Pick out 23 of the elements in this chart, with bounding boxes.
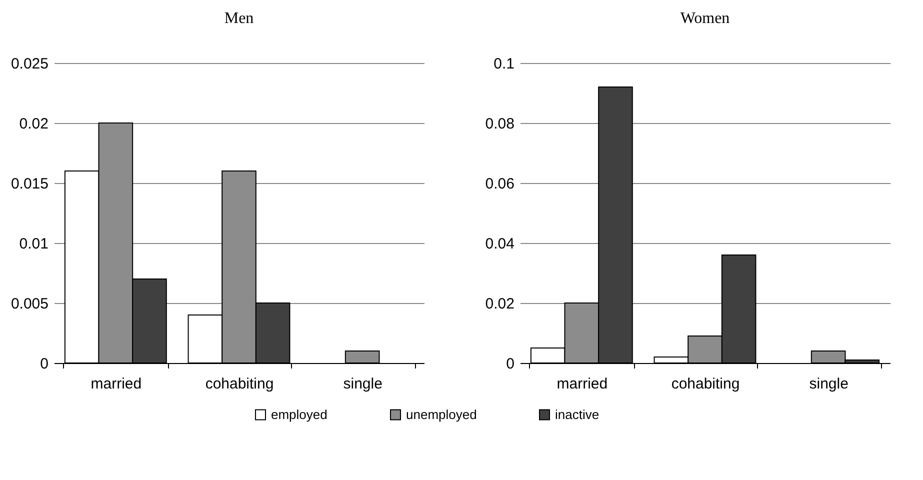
y-tick-label: 0.08 — [485, 116, 514, 132]
x-tick-label: married — [556, 376, 608, 392]
x-tick-label: single — [809, 376, 848, 392]
y-tick-label: 0.02 — [485, 296, 514, 312]
y-tick-label: 0.04 — [485, 236, 514, 252]
y-tick-label: 0.015 — [10, 176, 48, 192]
y-tick-label: 0.06 — [485, 176, 514, 192]
x-tick-label: cohabiting — [671, 376, 740, 392]
x-tick-label: single — [343, 376, 382, 392]
y-tick-label: 0 — [506, 356, 514, 372]
chart-title: Women — [680, 10, 730, 27]
y-tick-label: 0.025 — [10, 56, 48, 72]
y-tick-label: 0.02 — [19, 116, 48, 132]
x-tick-label: married — [90, 376, 142, 392]
y-tick-label: 0.01 — [19, 236, 48, 252]
legend-label: inactive — [555, 406, 600, 422]
y-tick-label: 0.1 — [494, 56, 514, 72]
legend-label: employed — [271, 406, 328, 422]
chart-title: Men — [224, 10, 254, 27]
x-tick-label: cohabiting — [205, 376, 274, 392]
y-tick-label: 0.005 — [10, 296, 48, 312]
legend-label: unemployed — [406, 406, 477, 422]
y-tick-label: 0 — [40, 356, 48, 372]
